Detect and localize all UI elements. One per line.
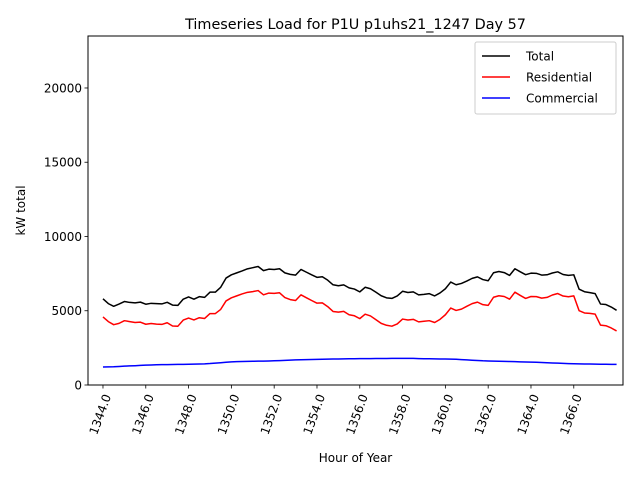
- series-layer: [102, 265, 617, 368]
- series-line-commercial: [102, 357, 617, 368]
- series-line-total: [102, 265, 617, 311]
- legend-label-total: Total: [525, 50, 554, 64]
- y-axis-label: kW total: [14, 185, 28, 235]
- plot-frame: [87, 35, 624, 386]
- y-tick-label: 10000: [44, 230, 82, 244]
- legend-label-commercial: Commercial: [526, 92, 598, 106]
- y-tick-label: 15000: [44, 156, 82, 170]
- legend: Total Residential Commercial: [474, 41, 617, 115]
- chart-title: Timeseries Load for P1U p1uhs21_1247 Day…: [184, 17, 526, 33]
- y-tick-label: 5000: [51, 304, 82, 318]
- y-tick-label: 0: [74, 379, 82, 393]
- x-axis-label: Hour of Year: [319, 451, 393, 465]
- series-line-residential: [102, 289, 617, 332]
- y-tick-label: 20000: [44, 81, 82, 95]
- legend-box: [474, 41, 617, 115]
- legend-label-residential: Residential: [526, 71, 592, 85]
- y-axis-ticks: 0 5000 10000 15000 20000: [44, 81, 88, 393]
